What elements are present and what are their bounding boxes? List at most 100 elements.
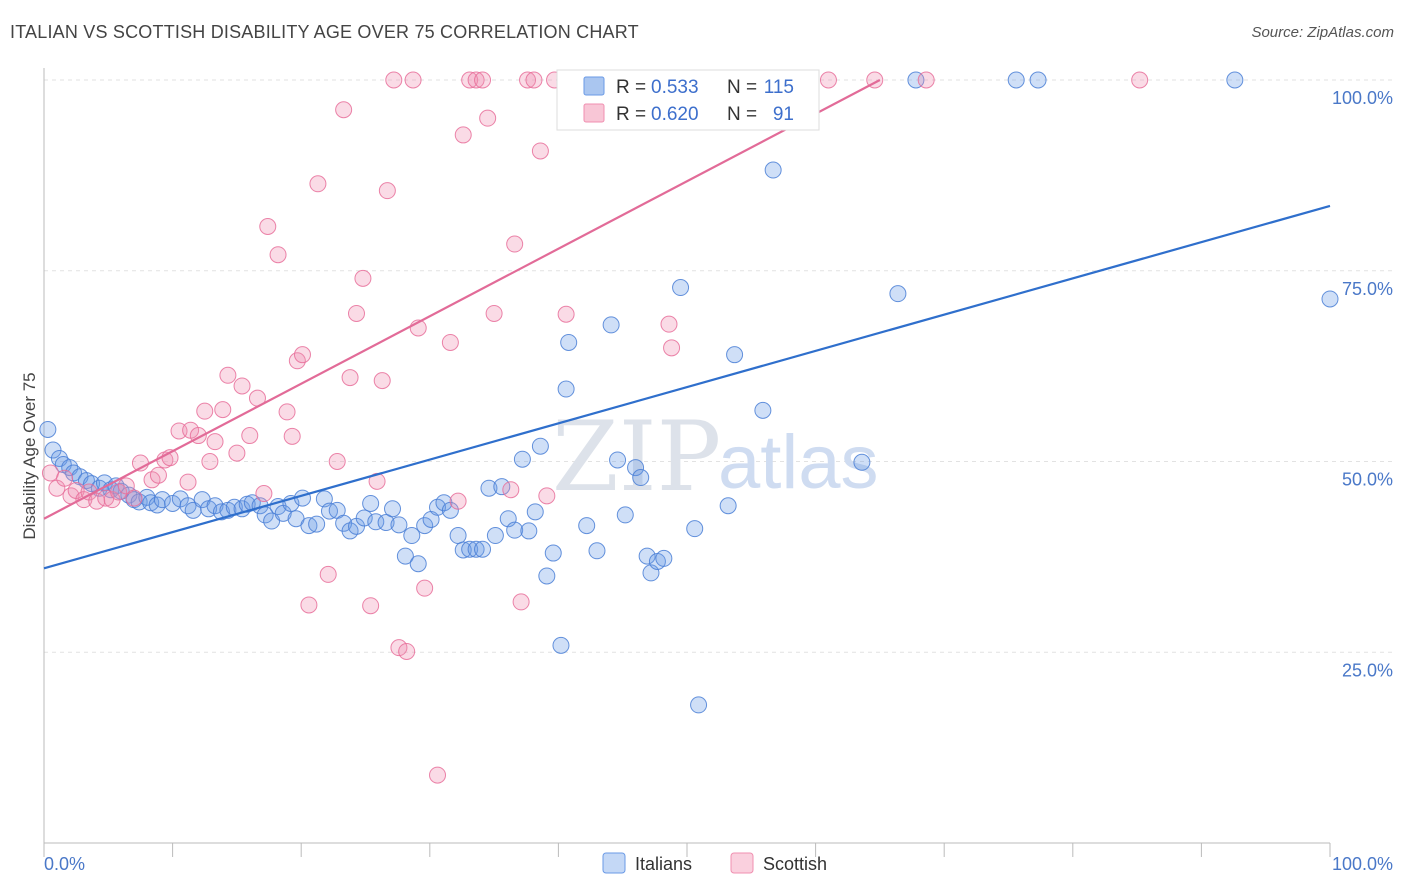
point-italians xyxy=(409,555,427,573)
point-italians xyxy=(627,459,645,477)
point-scottish xyxy=(283,427,301,445)
legend-bottom-label-italians: Italians xyxy=(635,854,692,874)
point-scottish xyxy=(378,182,396,200)
point-scottish xyxy=(214,401,232,419)
point-italians xyxy=(467,540,485,558)
source-label: Source: ZipAtlas.com xyxy=(1251,24,1394,41)
point-scottish xyxy=(474,71,492,89)
point-scottish xyxy=(341,369,359,387)
point-scottish xyxy=(125,489,143,507)
point-scottish xyxy=(347,304,365,322)
point-scottish xyxy=(328,453,346,470)
point-italians xyxy=(526,503,544,521)
point-scottish xyxy=(319,565,337,583)
point-scottish xyxy=(300,596,318,614)
point-italians xyxy=(690,696,708,714)
point-scottish xyxy=(449,492,467,510)
point-italians xyxy=(1029,71,1047,89)
y-tick-label: 75.0% xyxy=(1342,279,1393,299)
point-italians xyxy=(506,521,524,539)
point-scottish xyxy=(149,466,167,484)
watermark: ZIP atlas xyxy=(552,401,879,513)
point-scottish xyxy=(335,101,353,119)
point-italians xyxy=(1226,71,1244,89)
point-italians xyxy=(384,500,402,518)
point-scottish xyxy=(269,246,287,264)
point-italians xyxy=(588,542,606,560)
point-scottish xyxy=(429,766,447,784)
point-italians xyxy=(602,316,620,334)
point-scottish xyxy=(228,444,246,462)
point-italians xyxy=(153,491,171,509)
point-italians xyxy=(44,441,62,459)
legend-bottom-swatch-scottish xyxy=(730,852,754,874)
point-italians xyxy=(308,515,326,533)
point-scottish xyxy=(519,71,537,89)
point-italians xyxy=(454,541,472,559)
chart-title: ITALIAN VS SCOTTISH DISABILITY AGE OVER … xyxy=(10,22,639,42)
point-scottish xyxy=(557,305,575,323)
trend-lines xyxy=(43,79,1331,570)
legend-n-value-scottish: 91 xyxy=(773,104,794,125)
watermark-atlas: atlas xyxy=(718,420,879,505)
point-italians xyxy=(461,540,479,558)
point-scottish xyxy=(531,142,549,160)
point-italians xyxy=(560,333,578,351)
point-scottish xyxy=(354,269,372,287)
point-italians xyxy=(764,161,782,179)
point-italians xyxy=(486,527,504,545)
point-italians xyxy=(578,517,596,535)
point-scottish xyxy=(309,175,327,193)
point-scottish xyxy=(362,597,380,615)
point-italians xyxy=(1321,290,1339,308)
watermark-zip: ZIP xyxy=(552,401,721,513)
point-italians xyxy=(754,401,772,419)
legend-top: R = 0.533 N = 115 R = 0.620 N = 91 xyxy=(556,69,820,131)
point-scottish xyxy=(293,346,311,364)
point-italians xyxy=(544,544,562,562)
point-italians xyxy=(552,636,570,654)
x-ticks xyxy=(43,843,1331,857)
legend-r-label-italians: R = xyxy=(616,77,646,98)
point-scottish xyxy=(660,315,678,333)
point-scottish xyxy=(461,71,479,89)
point-scottish xyxy=(196,402,214,420)
point-scottish xyxy=(525,71,543,89)
point-scottish xyxy=(241,427,259,445)
legend-r-value-italians: 0.533 xyxy=(651,77,699,98)
point-scottish xyxy=(819,71,837,89)
y-axis-title: Disability Age Over 75 xyxy=(20,372,39,539)
point-scottish xyxy=(201,453,219,470)
legend-bottom-label-scottish: Scottish xyxy=(763,854,827,874)
point-italians xyxy=(853,453,871,471)
point-italians xyxy=(390,516,408,534)
point-scottish xyxy=(179,473,197,491)
legend-swatch-italians xyxy=(583,76,605,96)
legend-bottom: Italians Scottish xyxy=(602,852,827,874)
point-italians xyxy=(726,346,744,364)
point-scottish xyxy=(233,377,251,395)
point-scottish xyxy=(538,487,556,505)
point-scottish xyxy=(255,485,273,503)
point-italians xyxy=(655,549,673,567)
point-scottish xyxy=(441,333,459,351)
x-tick-label-min: 0.0% xyxy=(44,854,85,874)
point-italians xyxy=(39,420,57,438)
point-scottish xyxy=(1131,71,1149,89)
point-italians xyxy=(1007,71,1025,89)
point-italians xyxy=(396,547,414,565)
point-scottish xyxy=(390,639,408,657)
point-italians xyxy=(416,517,434,535)
point-italians xyxy=(474,540,492,558)
point-scottish xyxy=(512,593,530,611)
legend-r-label-scottish: R = xyxy=(616,104,646,125)
point-italians xyxy=(557,380,575,398)
point-scottish xyxy=(416,579,434,597)
point-italians xyxy=(206,497,224,515)
legend-swatch-scottish xyxy=(583,103,605,123)
legend-n-value-italians: 115 xyxy=(764,77,794,98)
legend-bottom-swatch-italians xyxy=(602,852,626,874)
point-italians xyxy=(616,506,634,524)
point-italians xyxy=(449,527,467,545)
